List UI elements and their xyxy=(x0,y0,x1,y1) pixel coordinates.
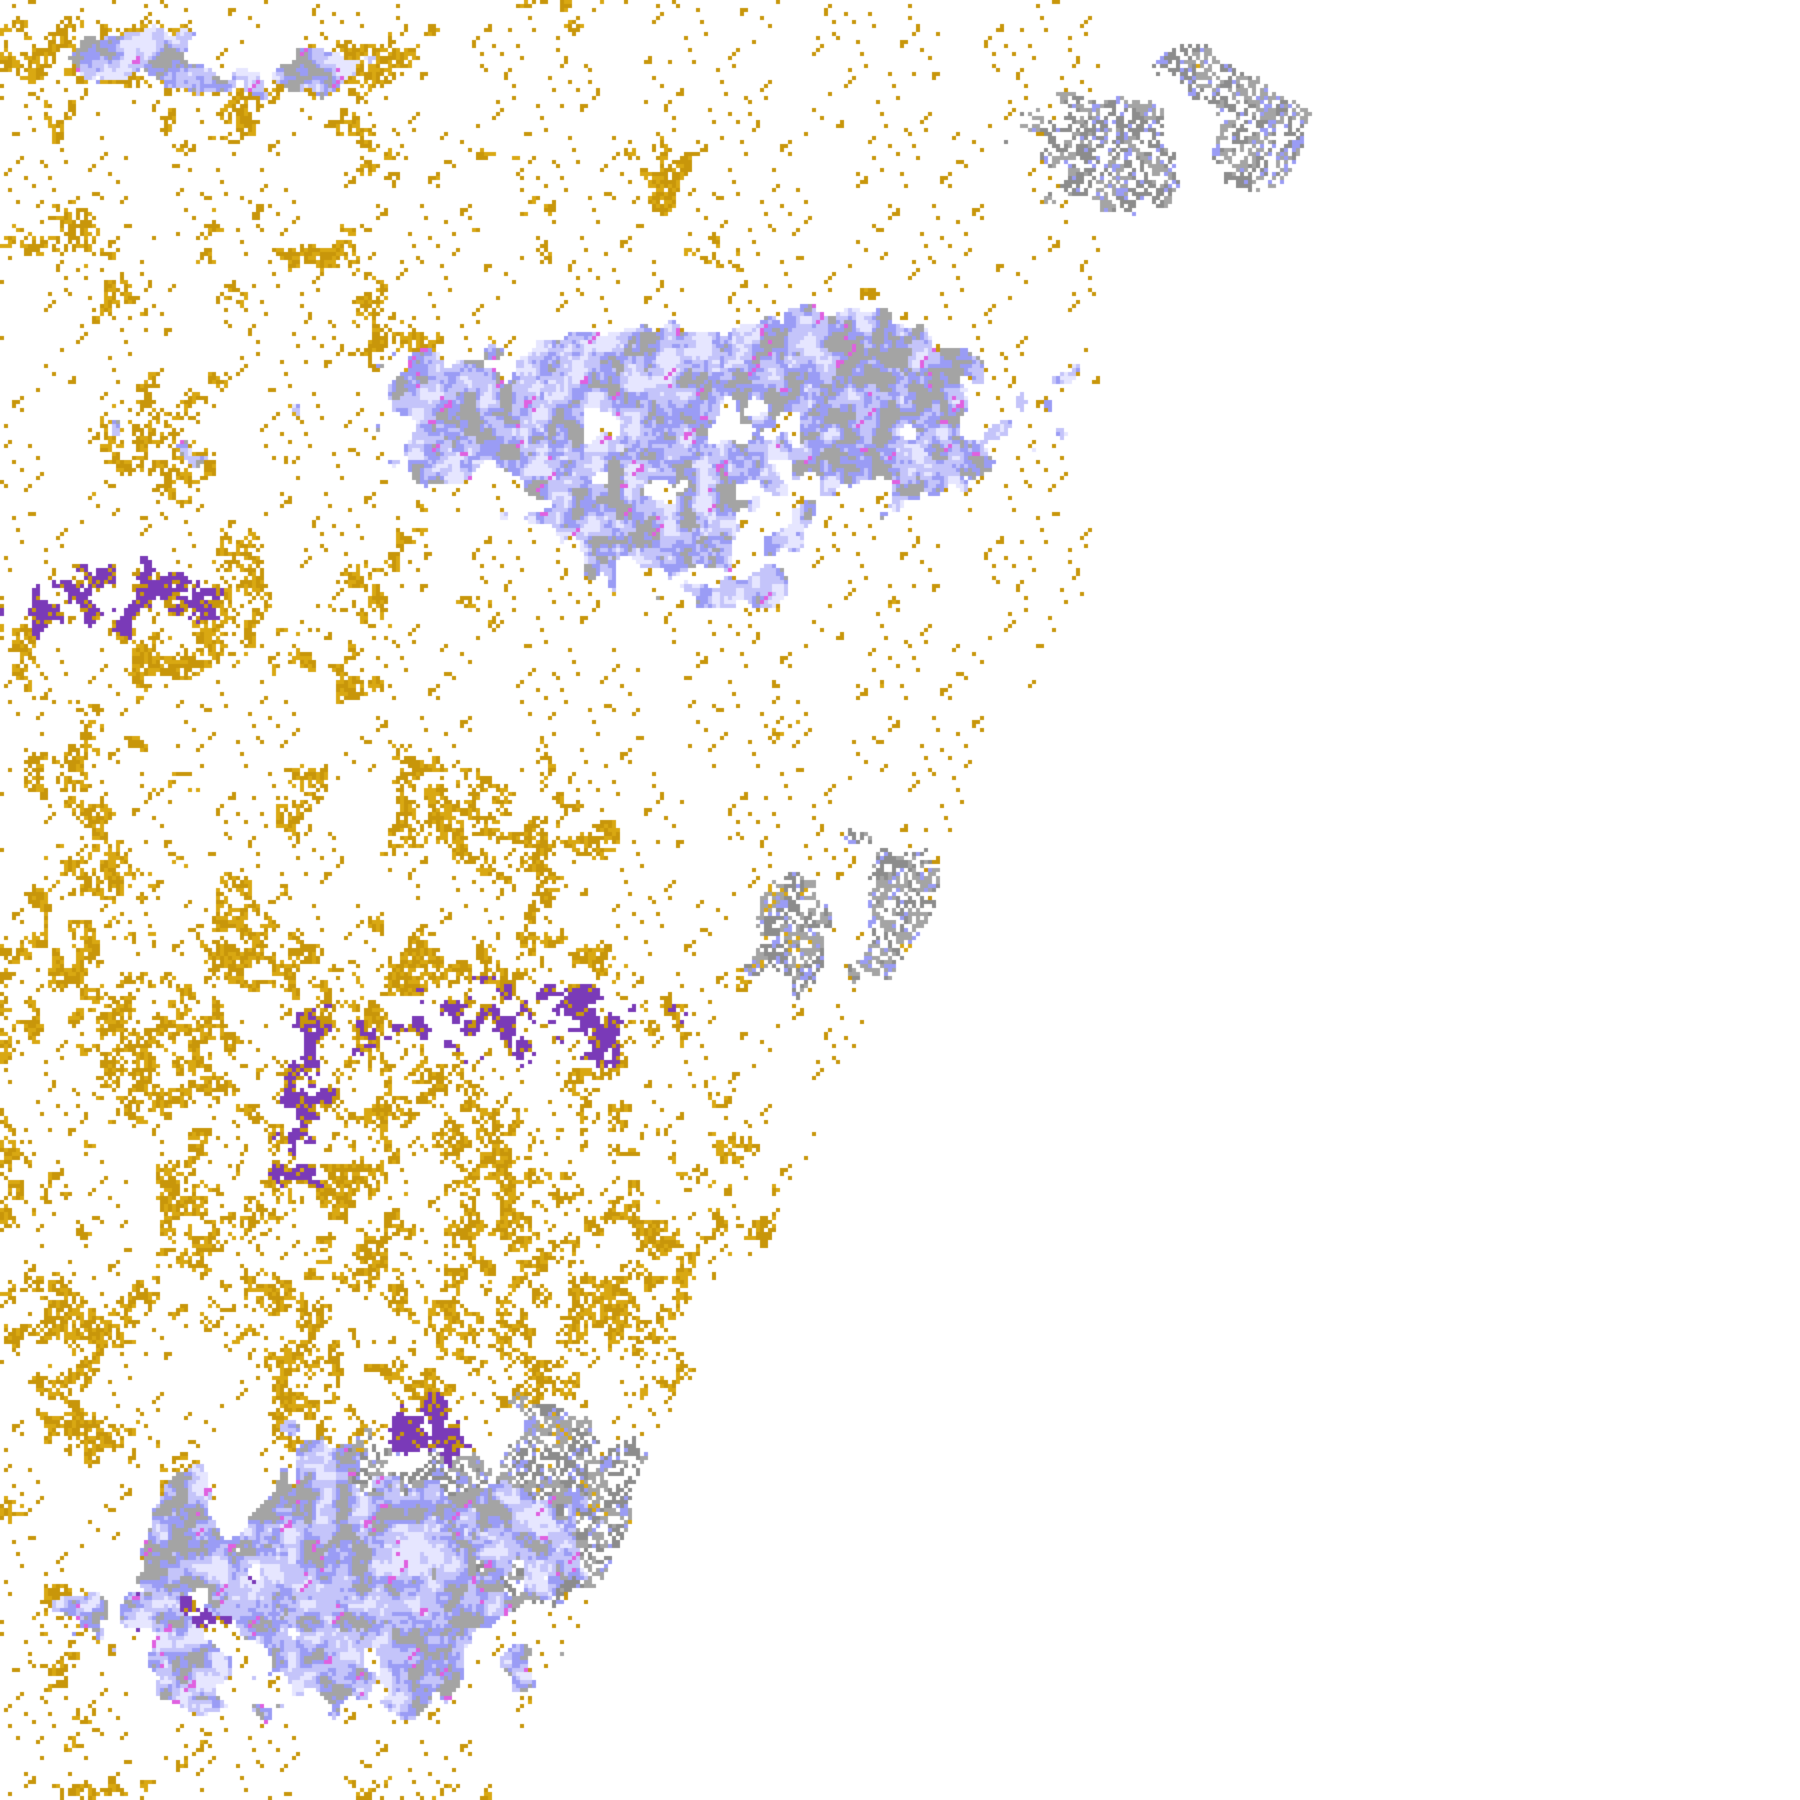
cloud-classification-raster xyxy=(0,0,1800,1800)
satellite-cloud-map xyxy=(0,0,1800,1800)
